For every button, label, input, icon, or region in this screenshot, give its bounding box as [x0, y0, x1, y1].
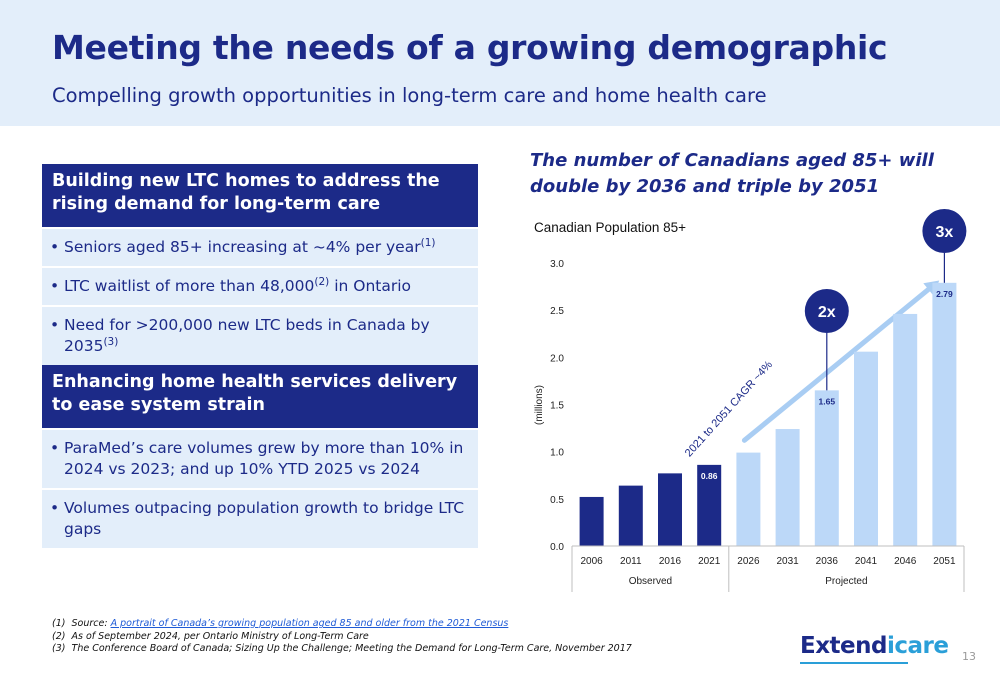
bullet-dot: • [50, 277, 60, 295]
footnote-1: (1) Source: A portrait of Canada’s growi… [52, 618, 509, 629]
callout-badge [922, 209, 967, 253]
bar-2041 [854, 351, 878, 546]
callout-label: 3x [936, 224, 954, 241]
section-heading-home-health: Enhancing home health services delivery … [42, 365, 478, 428]
footnote-2: (2) As of September 2024, per Ontario Mi… [52, 630, 369, 642]
section-heading-ltc: Building new LTC homes to address the ri… [42, 164, 478, 227]
x-tick-label: 2006 [580, 556, 603, 567]
bar-2026 [736, 452, 761, 546]
page-number: 13 [962, 650, 976, 663]
bullet-text: Seniors aged 85+ increasing at ~4% per y… [64, 236, 436, 256]
bullet-text: Need for >200,000 new LTC beds in Canada… [64, 316, 430, 355]
group-label-projected: Projected [825, 576, 867, 587]
footnote-ref: (1) [420, 236, 436, 249]
bullet-new-beds: • Need for >200,000 new LTC beds in Cana… [42, 305, 478, 365]
x-tick-label: 2016 [659, 556, 682, 567]
data-label: 2.79 [936, 289, 953, 299]
bullet-text: LTC waitlist of more than 48,000(2) in O… [64, 275, 412, 295]
page-subtitle: Compelling growth opportunities in long-… [52, 84, 767, 107]
footnote-ref: (2) [314, 275, 330, 288]
bullet-seniors-growth: • Seniors aged 85+ increasing at ~4% per… [42, 227, 478, 266]
x-tick-label: 2026 [737, 556, 760, 567]
x-tick-label: 2046 [894, 556, 917, 567]
bar-2006 [579, 496, 604, 546]
bullet-ltc-waitlist: • LTC waitlist of more than 48,000(2) in… [42, 266, 478, 305]
footnote-3: (3) The Conference Board of Canada; Sizi… [52, 643, 632, 654]
callout-badge [804, 289, 849, 333]
y-tick-label: 0.5 [550, 495, 564, 506]
bullet-paramed-volumes: • ParaMed’s care volumes grew by more th… [42, 428, 478, 488]
bar-2046 [893, 313, 918, 546]
bullet-dot: • [50, 439, 60, 457]
callout-label: 2x [818, 304, 836, 321]
footnote-ref: (3) [103, 335, 119, 348]
group-label-observed: Observed [629, 576, 672, 587]
y-axis-label: (millions) [534, 385, 545, 425]
cagr-label: 2021 to 2051 CAGR ~4% [683, 359, 775, 460]
bar-2036 [814, 390, 839, 546]
logo-underline [800, 662, 908, 664]
bullet-dot: • [50, 499, 60, 517]
extendicare-logo: Extendicare [800, 633, 949, 659]
x-tick-label: 2011 [620, 556, 642, 567]
bar-2051 [932, 282, 957, 546]
population-bar-chart: Canadian Population 85+ (millions) 0.0 0.5 1… [534, 209, 967, 592]
y-tick-label: 0.0 [550, 542, 564, 553]
y-tick-label: 2.5 [550, 306, 564, 317]
y-tick-label: 2.0 [550, 353, 564, 364]
bar-2021 [697, 464, 722, 546]
bar-2016 [658, 473, 682, 546]
key-points-panel: Building new LTC homes to address the ri… [42, 164, 478, 548]
page-title: Meeting the needs of a growing demograph… [52, 28, 888, 67]
bullet-text: Volumes outpacing population growth to b… [64, 499, 465, 538]
y-tick-label: 1.0 [550, 448, 564, 459]
x-tick-label: 2041 [855, 556, 878, 567]
bullet-volumes-outpacing: • Volumes outpacing population growth to… [42, 488, 478, 548]
x-tick-label: 2051 [933, 556, 956, 567]
x-tick-label: 2031 [776, 556, 799, 567]
data-label: 1.65 [819, 396, 836, 406]
bullet-dot: • [50, 316, 60, 334]
bar-2011 [618, 485, 643, 546]
data-label: 0.86 [701, 471, 718, 481]
bar-2031 [775, 429, 800, 546]
y-tick-label: 3.0 [550, 259, 564, 270]
source-link[interactable]: A portrait of Canada’s growing populatio… [110, 618, 509, 629]
chart-title: Canadian Population 85+ [534, 220, 686, 235]
header-band: Meeting the needs of a growing demograph… [0, 0, 1000, 126]
x-tick-label: 2021 [698, 556, 721, 567]
bullet-text: ParaMed’s care volumes grew by more than… [64, 439, 464, 478]
y-tick-label: 1.5 [550, 401, 564, 412]
chart-heading: The number of Canadians aged 85+ will do… [530, 150, 934, 197]
x-tick-label: 2036 [816, 556, 839, 567]
bullet-dot: • [50, 238, 60, 256]
footnotes: (1) Source: A portrait of Canada’s growi… [52, 618, 632, 656]
